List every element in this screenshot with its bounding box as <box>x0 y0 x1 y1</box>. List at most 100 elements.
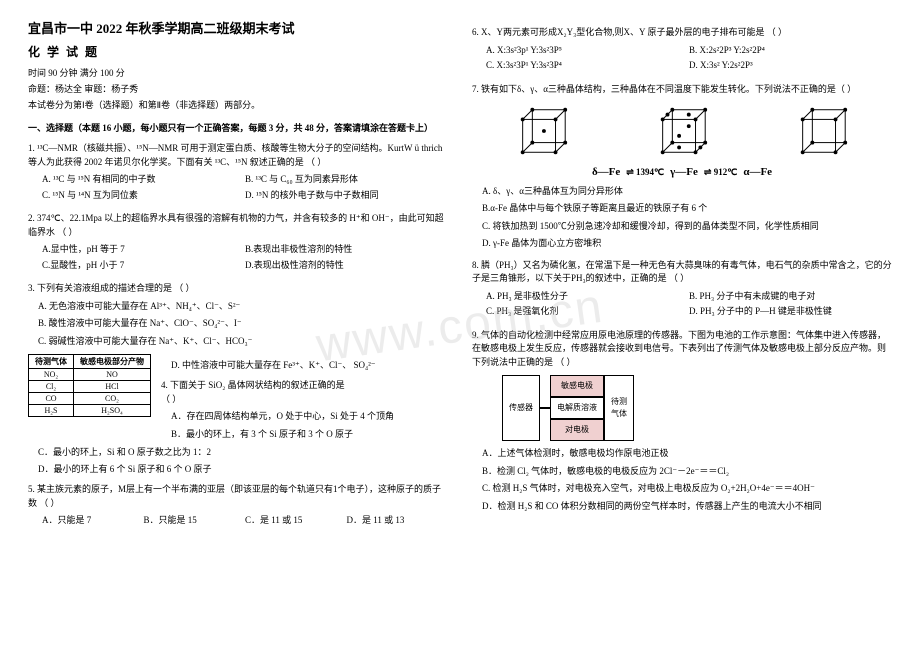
q6-b: B. X:2s²2P³ Y:2s²2P⁴ <box>689 44 892 58</box>
r4c2: H₂SO₄ <box>74 405 151 417</box>
th2: 敏感电极部分产物 <box>74 355 151 369</box>
r1c1: NO₂ <box>29 369 74 381</box>
q8-c: C. PH₃ 是强氧化剂 <box>486 305 689 319</box>
q2-d: D.表现出极性溶剂的特性 <box>245 259 448 273</box>
q9-d: D．检测 H₂S 和 CO 体积分数相同的两份空气样本时，传感器上产生的电流大小… <box>472 500 892 514</box>
q4-paren: （ ） <box>161 393 448 407</box>
q5-stem: 5. 某主族元素的原子，M层上有一个半布满的亚层（即该亚层的每个轨道只有1个电子… <box>28 484 441 508</box>
sensor-stack: 敏感电极 电解质溶液 对电极 <box>550 375 604 441</box>
table-and-q4: 待测气体敏感电极部分产物 NO₂NO Cl₂HCl COCO₂ H₂SH₂SO₄… <box>28 354 448 441</box>
sensor-right: 待测 气体 <box>604 375 634 441</box>
q8-paren: （ ） <box>669 273 689 283</box>
q2: 2. 374℃、22.1Mpa 以上的超临界水具有很强的溶解有机物的力气，并含有… <box>28 212 448 274</box>
q3-c: C. 弱碱性溶液中可能大量存在 Na⁺、K⁺、Cl⁻、HCO₃⁻ <box>28 335 448 349</box>
left-column: 宜昌市一中 2022 年秋季学期高二班级期末考试 化 学 试 题 时间 90 分… <box>28 18 448 528</box>
q3-paren: （ ） <box>174 283 194 293</box>
q8-b: B. PH₃ 分子中有未成键的电子对 <box>689 290 892 304</box>
fe-cubes <box>472 102 892 160</box>
q6-stem: 6. X、Y两元素可形成X₂Y₃型化合物,则X、Y 原子最外层的电子排布可能是 <box>472 27 764 37</box>
r3c2: CO₂ <box>74 393 151 405</box>
q7-b: B.α-Fe 晶体中与每个铁原子等距离且最近的铁原子有 6 个 <box>472 202 892 216</box>
th1: 待测气体 <box>29 355 74 369</box>
time-score: 时间 90 分钟 满分 100 分 <box>28 66 448 79</box>
r2c2: HCl <box>74 381 151 393</box>
exam-title: 宜昌市一中 2022 年秋季学期高二班级期末考试 <box>28 18 448 37</box>
r4c1: H₂S <box>29 405 74 417</box>
q7-c: C. 将铁加热到 1500℃分别急速冷却和缓慢冷却，得到的晶体类型不同，化学性质… <box>472 220 892 234</box>
sensor-bot: 对电极 <box>550 419 604 441</box>
q5-d: D．是 11 或 13 <box>347 514 449 528</box>
q7-a: A. δ、γ、α三种晶体互为同分异形体 <box>472 185 892 199</box>
subject-title: 化 学 试 题 <box>28 43 448 60</box>
q9-stem: 9. 气体的自动化检测中经常应用原电池原理的传感器。下图为电池的工作示意图：气体… <box>472 330 886 367</box>
q8-d: D. PH₃ 分子中的 P—H 键是非极性键 <box>689 305 892 319</box>
q6-c: C. X:3s²3P¹ Y:3s²3P⁴ <box>486 59 689 73</box>
q8-a: A. PH₃ 是非极性分子 <box>486 290 689 304</box>
fe-t2: ⇌ 912℃ <box>704 166 737 180</box>
cube-gamma-icon <box>653 102 711 160</box>
fe-arrows: δ—Fe ⇌ 1394℃ γ—Fe ⇌ 912℃ α—Fe <box>472 164 892 181</box>
q2-paren: （ ） <box>57 227 77 237</box>
q5-a: A．只能是 7 <box>42 514 144 528</box>
q4-d: D．最小的环上有 6 个 Si 原子和 6 个 O 原子 <box>28 462 448 475</box>
cube-delta-icon <box>513 102 571 160</box>
q2-b: B.表现出非极性溶剂的特性 <box>245 243 448 257</box>
q3-d: D. 中性溶液中可能大量存在 Fe³⁺、K⁺、Cl⁻、 SO₄²⁻ <box>161 358 448 371</box>
right-column: 6. X、Y两元素可形成X₂Y₃型化合物,则X、Y 原子最外层的电子排布可能是 … <box>472 18 892 528</box>
q3-stem: 3. 下列有关溶液组成的描述合理的是 <box>28 283 172 293</box>
q2-c: C.显酸性，pH 小于 7 <box>42 259 245 273</box>
fe-a: α—Fe <box>743 164 772 181</box>
q3: 3. 下列有关溶液组成的描述合理的是 （ ） A. 无色溶液中可能大量存在 Al… <box>28 282 448 348</box>
q3-a: A. 无色溶液中可能大量存在 Al³⁺、NH₄⁺、Cl⁻、S²⁻ <box>28 300 448 314</box>
q6-a: A. X:3s²3p¹ Y:3s²3P⁵ <box>486 44 689 58</box>
q2-stem: 2. 374℃、22.1Mpa 以上的超临界水具有很强的溶解有机物的力气，并含有… <box>28 213 444 237</box>
sensor-left: 传感器 <box>502 375 540 441</box>
q3d-q4: D. 中性溶液中可能大量存在 Fe³⁺、K⁺、Cl⁻、 SO₄²⁻ 4. 下面关… <box>161 354 448 441</box>
fe-t1: ⇌ 1394℃ <box>626 166 664 180</box>
q5-c: C．是 11 或 15 <box>245 514 347 528</box>
q6: 6. X、Y两元素可形成X₂Y₃型化合物,则X、Y 原子最外层的电子排布可能是 … <box>472 26 892 75</box>
r2c1: Cl₂ <box>29 381 74 393</box>
q5-b: B．只能是 15 <box>144 514 246 528</box>
sensor-diagram: 传感器 敏感电极 电解质溶液 对电极 待测 气体 <box>502 375 892 441</box>
q9-paren: （ ） <box>555 357 575 367</box>
cube-alpha-icon <box>793 102 851 160</box>
q4-a: A．存在四周体结构单元，O 处于中心，Si 处于 4 个顶角 <box>161 410 448 424</box>
sensor-table: 待测气体敏感电极部分产物 NO₂NO Cl₂HCl COCO₂ H₂SH₂SO₄ <box>28 354 151 417</box>
q5-paren: （ ） <box>39 498 59 508</box>
q9-b: B．检测 Cl₂ 气体时，敏感电极的电极反应为 2Cl⁻－2e⁻＝＝Cl₂ <box>472 465 892 479</box>
q2-a: A.显中性，pH 等于 7 <box>42 243 245 257</box>
q1-b: B. ¹³C 与 C₆₀ 互为同素异形体 <box>245 173 448 187</box>
authors: 命题：杨达全 审题：杨子秀 <box>28 82 448 95</box>
q7-stem: 7. 铁有如下δ、γ、α三种晶体结构，三种晶体在不同温度下能发生转化。下列说法不… <box>472 84 856 94</box>
q1-stem: 1. ¹³C—NMR（核磁共振）、¹⁵N—NMR 可用于测定蛋白质、核酸等生物大… <box>28 143 442 167</box>
paper-note: 本试卷分为第Ⅰ卷（选择题）和第Ⅱ卷（非选择题）两部分。 <box>28 98 448 111</box>
q1-paren: （ ） <box>306 157 326 167</box>
page-columns: 宜昌市一中 2022 年秋季学期高二班级期末考试 化 学 试 题 时间 90 分… <box>28 18 892 528</box>
fe-g: γ—Fe <box>670 164 698 181</box>
q7-d: D. γ-Fe 晶体为面心立方密堆积 <box>472 237 892 251</box>
fe-d: δ—Fe <box>592 164 620 181</box>
section1-head: 一、选择题（本题 16 小题，每小题只有一个正确答案，每题 3 分，共 48 分… <box>28 121 448 134</box>
q1: 1. ¹³C—NMR（核磁共振）、¹⁵N—NMR 可用于测定蛋白质、核酸等生物大… <box>28 142 448 204</box>
sensor-mid: 电解质溶液 <box>550 397 604 419</box>
q8: 8. 膦（PH₃）又名为磷化氢，在常温下是一种无色有大蒜臭味的有毒气体，电石气的… <box>472 259 892 321</box>
q9-c: C. 检测 H₂S 气体时，对电极充入空气，对电极上电极反应为 O₂+2H₂O+… <box>472 482 892 496</box>
q3-b: B. 酸性溶液中可能大量存在 Na⁺、ClO⁻、SO₄²⁻、I⁻ <box>28 317 448 331</box>
sensor-top: 敏感电极 <box>550 375 604 397</box>
q9: 9. 气体的自动化检测中经常应用原电池原理的传感器。下图为电池的工作示意图：气体… <box>472 329 892 514</box>
q7: 7. 铁有如下δ、γ、α三种晶体结构，三种晶体在不同温度下能发生转化。下列说法不… <box>472 83 892 251</box>
q4: 4. 下面关于 SiO₂ 晶体网状结构的叙述正确的是 （ ） A．存在四周体结构… <box>161 379 448 441</box>
q1-d: D. ¹⁵N 的核外电子数与中子数相同 <box>245 189 448 203</box>
r3c1: CO <box>29 393 74 405</box>
q5: 5. 某主族元素的原子，M层上有一个半布满的亚层（即该亚层的每个轨道只有1个电子… <box>28 483 448 528</box>
q4-stem: 4. 下面关于 SiO₂ 晶体网状结构的叙述正确的是 <box>161 380 345 390</box>
q6-paren: （ ） <box>767 27 787 37</box>
q1-a: A. ¹³C 与 ¹⁵N 有相同的中子数 <box>42 173 245 187</box>
q4-c: C．最小的环上，Si 和 O 原子数之比为 1：2 <box>28 445 448 458</box>
q4-b: B．最小的环上，有 3 个 Si 原子和 3 个 O 原子 <box>161 428 448 442</box>
q6-d: D. X:3s² Y:2s²2P³ <box>689 59 892 73</box>
q9-a: A．上述气体检测时，敏感电极均作原电池正极 <box>472 447 892 461</box>
q1-c: C. ¹⁵N 与 ¹⁴N 互为同位素 <box>42 189 245 203</box>
r1c2: NO <box>74 369 151 381</box>
